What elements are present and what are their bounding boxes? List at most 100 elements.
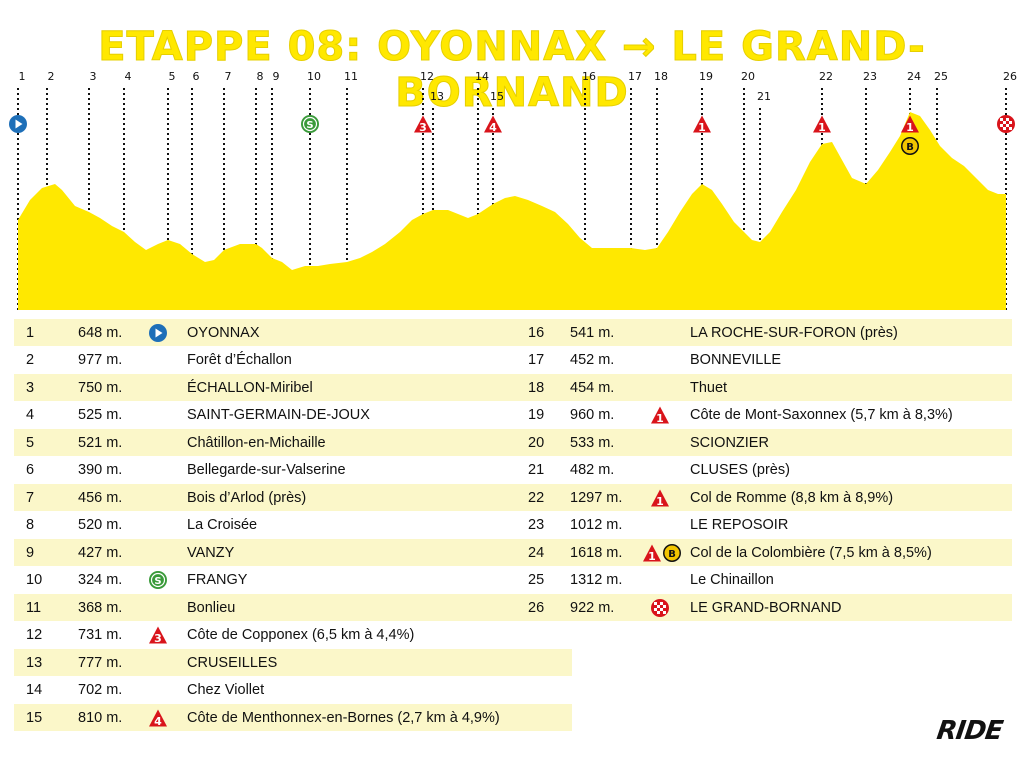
waypoint-name: LE GRAND-BORNAND (690, 599, 842, 616)
waypoint-name: LA ROCHE-SUR-FORON (près) (690, 324, 898, 341)
climb-cat3-icon: 3 (414, 115, 432, 134)
waypoint-row: 24 1618 m. 1 B Col de la Colombière (7,5 km … (528, 539, 1012, 566)
waypoint-number: 6 (26, 462, 35, 478)
svg-text:B: B (906, 142, 914, 153)
waypoint-row: 6 390 m. Bellegarde-sur-Valserine (14, 457, 572, 484)
waypoint-altitude: 521 m. (78, 434, 123, 451)
waypoint-name: Châtillon-en-Michaille (187, 434, 326, 451)
waypoint-number: 21 (528, 462, 545, 478)
waypoint-number: 13 (26, 654, 43, 671)
waypoint-name: CLUSES (près) (690, 462, 790, 478)
waypoint-row: 11 368 m. Bonlieu (14, 594, 572, 621)
waypoint-altitude: 525 m. (78, 407, 123, 423)
waypoint-number: 1 (26, 324, 35, 341)
waypoint-row: 16 541 m. LA ROCHE-SUR-FORON (près) (528, 319, 1012, 346)
marker-label-9: 9 (273, 70, 280, 83)
waypoint-number: 16 (528, 324, 545, 341)
waypoint-row: 2 977 m. Forêt d’Échallon (14, 347, 572, 374)
waypoint-altitude: 533 m. (570, 434, 615, 451)
climb-cat1-icon: 1 (813, 115, 831, 134)
waypoint-name: OYONNAX (187, 324, 260, 341)
waypoint-altitude: 454 m. (570, 379, 615, 396)
waypoint-row: 10 324 m. S FRANGY (14, 567, 572, 594)
waypoint-altitude: 324 m. (78, 572, 123, 588)
marker-label-20: 20 (741, 70, 755, 83)
waypoint-altitude: 1312 m. (570, 572, 623, 588)
waypoint-number: 24 (528, 544, 545, 561)
waypoint-number: 2 (26, 352, 35, 368)
marker-label-22: 22 (819, 70, 833, 83)
waypoint-altitude: 777 m. (78, 654, 123, 671)
waypoint-number: 8 (26, 517, 35, 533)
marker-label-15: 15 (490, 90, 504, 103)
ride-logo: RIDE (934, 716, 1005, 746)
sprint-icon: S (301, 115, 319, 133)
marker-label-7: 7 (225, 70, 232, 83)
waypoint-number: 3 (26, 379, 35, 396)
waypoint-altitude: 452 m. (570, 352, 615, 368)
waypoint-name: Bonlieu (187, 599, 236, 616)
waypoint-number: 17 (528, 352, 545, 368)
waypoint-number: 20 (528, 434, 545, 451)
waypoint-row: 19 960 m. 1 Côte de Mont-Saxonnex (5,7 km à… (528, 402, 1012, 429)
waypoint-row: 7 456 m. Bois d’Arlod (près) (14, 484, 572, 511)
marker-label-17: 17 (628, 70, 642, 83)
waypoint-row: 20 533 m. SCIONZIER (528, 429, 1012, 456)
waypoint-row: 17 452 m. BONNEVILLE (528, 347, 1012, 374)
waypoint-row: 9 427 m. VANZY (14, 539, 572, 566)
marker-label-19: 19 (699, 70, 713, 83)
waypoint-number: 14 (26, 682, 43, 698)
marker-label-4: 4 (125, 70, 132, 83)
waypoint-altitude: 541 m. (570, 324, 615, 341)
sprint-icon: S (148, 570, 168, 590)
bonus-icon: B (901, 137, 919, 155)
waypoint-name: Col de Romme (8,8 km à 8,9%) (690, 489, 894, 506)
marker-label-3: 3 (90, 70, 97, 83)
waypoint-altitude: 960 m. (570, 407, 615, 423)
svg-text:1: 1 (818, 121, 826, 134)
waypoint-number: 26 (528, 599, 545, 616)
waypoint-name: La Croisée (187, 517, 258, 533)
waypoint-name: Forêt d’Échallon (187, 352, 292, 368)
waypoint-name: Côte de Copponex (6,5 km à 4,4%) (187, 627, 415, 643)
waypoint-altitude: 520 m. (78, 517, 123, 533)
waypoint-row: 5 521 m. Châtillon-en-Michaille (14, 429, 572, 456)
climb-cat4-icon: 4 (148, 708, 168, 728)
marker-label-8: 8 (257, 70, 264, 83)
svg-text:1: 1 (656, 412, 664, 425)
waypoint-name: Thuet (690, 379, 728, 396)
marker-label-14: 14 (475, 70, 489, 83)
waypoint-number: 19 (528, 407, 545, 423)
waypoint-name: LE REPOSOIR (690, 517, 789, 533)
marker-label-16: 16 (582, 70, 596, 83)
waypoint-name: Bellegarde-sur-Valserine (187, 462, 346, 478)
waypoint-altitude: 702 m. (78, 682, 123, 698)
waypoint-row: 18 454 m. Thuet (528, 374, 1012, 401)
waypoint-row: 26 922 m. LE GRAND-BORNAND (528, 594, 1012, 621)
elevation-area (18, 112, 1006, 310)
waypoint-altitude: 977 m. (78, 352, 123, 368)
waypoint-name: SCIONZIER (690, 434, 769, 451)
waypoint-row: 14 702 m. Chez Viollet (14, 677, 572, 704)
waypoint-altitude: 731 m. (78, 627, 123, 643)
svg-text:1: 1 (906, 121, 914, 134)
svg-text:1: 1 (656, 495, 664, 508)
waypoint-row: 4 525 m. SAINT-GERMAIN-DE-JOUX (14, 402, 572, 429)
waypoint-number: 18 (528, 379, 545, 396)
waypoint-number: 25 (528, 572, 545, 588)
start-icon (148, 323, 168, 343)
svg-text:4: 4 (154, 715, 162, 728)
waypoint-row: 12 731 m. 3 Côte de Copponex (6,5 km à 4,4%… (14, 622, 572, 649)
waypoint-altitude: 750 m. (78, 379, 123, 396)
waypoint-row: 15 810 m. 4 Côte de Menthonnex-en-Bornes (2… (14, 704, 572, 731)
waypoint-name: Bois d’Arlod (près) (187, 489, 307, 506)
climb-cat4-icon: 4 (484, 115, 502, 134)
waypoint-number: 5 (26, 434, 35, 451)
waypoint-number: 9 (26, 544, 35, 561)
svg-text:S: S (306, 120, 313, 131)
svg-text:B: B (668, 549, 676, 560)
waypoint-row: 21 482 m. CLUSES (près) (528, 457, 1012, 484)
